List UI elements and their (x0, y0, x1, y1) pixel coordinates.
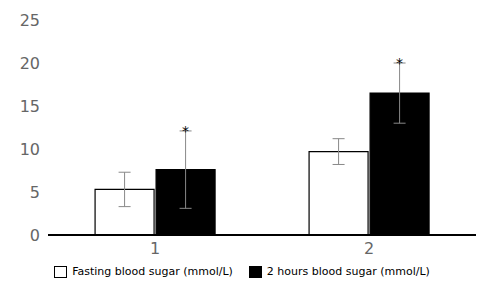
svg-text:25: 25 (20, 11, 40, 30)
svg-text:10: 10 (20, 140, 40, 159)
html-text:2 hours blood sugar (mmol/L): 2 hours blood sugar (mmol/L) (266, 265, 430, 278)
svg-text:20: 20 (20, 54, 40, 73)
svg-text:2: 2 (364, 239, 374, 258)
svg-text:15: 15 (20, 97, 40, 116)
svg-text:5: 5 (30, 183, 40, 202)
svg-text:*: * (396, 55, 403, 71)
svg-text:*: * (182, 123, 189, 139)
svg-text:1: 1 (150, 239, 160, 258)
svg-text:0: 0 (30, 226, 40, 245)
html-text:Fasting blood sugar (mmol/L): Fasting blood sugar (mmol/L) (72, 265, 233, 278)
